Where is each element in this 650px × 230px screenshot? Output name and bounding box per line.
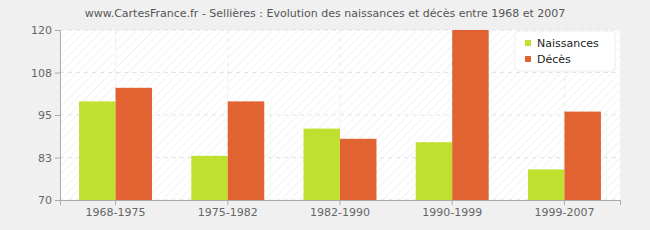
tick-mark bbox=[55, 30, 60, 31]
tick-mark bbox=[55, 73, 60, 74]
tick: 120 bbox=[31, 24, 60, 37]
chart: 7083951081201968-19751975-19821982-19901… bbox=[0, 0, 650, 230]
bar bbox=[528, 169, 564, 200]
axis-line bbox=[55, 31, 61, 201]
tick: 83 bbox=[38, 152, 60, 165]
tick-mark bbox=[340, 200, 341, 205]
legend-entry: Naissances bbox=[525, 37, 599, 50]
bar bbox=[79, 101, 115, 200]
tick: 70 bbox=[38, 194, 60, 207]
tick-label: 1999-2007 bbox=[534, 206, 594, 219]
legend-label: Décès bbox=[537, 53, 571, 66]
tick-label: 70 bbox=[38, 194, 52, 207]
tick-label: 120 bbox=[31, 24, 52, 37]
tick-label: 1990-1999 bbox=[422, 206, 482, 219]
legend-label: Naissances bbox=[537, 37, 599, 50]
tick-label: 108 bbox=[31, 67, 52, 80]
y-axis: 70 83 95 108 120 bbox=[31, 24, 61, 207]
tick-mark bbox=[115, 200, 116, 205]
x-axis: 1968-1975 1975-1982 1982-1990 1990-1999 1999… bbox=[61, 200, 621, 219]
tick: 1968-1975 bbox=[86, 200, 146, 219]
plot: 7083951081201968-19751975-19821982-19901… bbox=[31, 24, 621, 219]
tick-mark bbox=[55, 115, 60, 116]
tick-mark bbox=[227, 200, 228, 205]
legend-box bbox=[515, 31, 615, 71]
tick-label: 1968-1975 bbox=[86, 206, 146, 219]
bar bbox=[340, 139, 376, 200]
bar bbox=[228, 101, 264, 200]
title: www.CartesFrance.fr - Sellières : Evolut… bbox=[85, 7, 566, 20]
legend-swatch bbox=[525, 56, 531, 62]
tick: 1990-1999 bbox=[422, 200, 482, 219]
legend: Naissances Décès bbox=[515, 31, 615, 71]
grid bbox=[60, 30, 620, 200]
bar bbox=[564, 112, 600, 200]
tick-mark bbox=[55, 158, 60, 159]
tick-label: 1975-1982 bbox=[198, 206, 258, 219]
tick: 1975-1982 bbox=[198, 200, 258, 219]
tick-mark bbox=[55, 200, 60, 201]
bar bbox=[452, 30, 488, 200]
bar bbox=[304, 129, 340, 200]
legend-entry: Décès bbox=[525, 53, 571, 66]
tick-label: 95 bbox=[38, 109, 52, 122]
bar bbox=[191, 156, 227, 200]
tick-mark bbox=[564, 200, 565, 205]
tick: 95 bbox=[38, 109, 60, 122]
tick-label: 1982-1990 bbox=[310, 206, 370, 219]
axis-line bbox=[61, 201, 621, 206]
tick-label: 83 bbox=[38, 152, 52, 165]
tick-mark bbox=[452, 200, 453, 205]
tick: 1999-2007 bbox=[534, 200, 594, 219]
tick: 108 bbox=[31, 67, 60, 80]
bar bbox=[416, 142, 452, 200]
background bbox=[0, 0, 650, 230]
tick: 1982-1990 bbox=[310, 200, 370, 219]
plot-area bbox=[60, 30, 620, 200]
legend-swatch bbox=[525, 40, 531, 46]
bar bbox=[116, 88, 152, 200]
